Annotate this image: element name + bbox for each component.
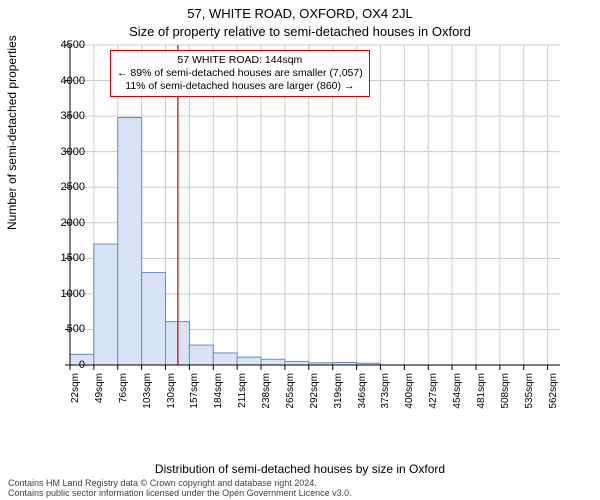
annotation-line2: ← 89% of semi-detached houses are smalle… bbox=[117, 67, 363, 80]
x-tick-label: 103sqm bbox=[142, 373, 153, 413]
x-tick-label: 373sqm bbox=[380, 373, 391, 413]
chart-plot-area bbox=[70, 45, 580, 415]
x-tick-label: 238sqm bbox=[261, 373, 272, 413]
x-tick-label: 211sqm bbox=[237, 373, 248, 413]
footer-line1: Contains HM Land Registry data © Crown c… bbox=[8, 478, 352, 488]
x-tick-label: 400sqm bbox=[404, 373, 415, 413]
footer-attribution: Contains HM Land Registry data © Crown c… bbox=[8, 478, 352, 498]
chart-title-line2: Size of property relative to semi-detach… bbox=[0, 24, 600, 39]
property-annotation-box: 57 WHITE ROAD: 144sqm ← 89% of semi-deta… bbox=[110, 50, 370, 97]
x-tick-label: 265sqm bbox=[285, 373, 296, 413]
x-axis-label: Distribution of semi-detached houses by … bbox=[0, 462, 600, 476]
y-axis-label: Number of semi-detached properties bbox=[5, 35, 19, 230]
x-tick-label: 157sqm bbox=[189, 373, 200, 413]
y-tick-label: 1500 bbox=[40, 252, 85, 264]
x-tick-label: 76sqm bbox=[118, 373, 129, 413]
x-tick-label: 427sqm bbox=[428, 373, 439, 413]
x-tick-label: 22sqm bbox=[70, 373, 81, 413]
annotation-line3: 11% of semi-detached houses are larger (… bbox=[117, 80, 363, 93]
annotation-line1: 57 WHITE ROAD: 144sqm bbox=[117, 54, 363, 67]
y-tick-label: 0 bbox=[40, 359, 85, 371]
x-tick-label: 292sqm bbox=[309, 373, 320, 413]
x-tick-label: 184sqm bbox=[213, 373, 224, 413]
chart-title-line1: 57, WHITE ROAD, OXFORD, OX4 2JL bbox=[0, 6, 600, 21]
x-tick-label: 454sqm bbox=[452, 373, 463, 413]
y-tick-label: 3000 bbox=[40, 146, 85, 158]
y-tick-label: 3500 bbox=[40, 110, 85, 122]
x-tick-label: 508sqm bbox=[500, 373, 511, 413]
histogram-svg bbox=[70, 45, 580, 415]
x-tick-label: 319sqm bbox=[333, 373, 344, 413]
x-tick-label: 346sqm bbox=[357, 373, 368, 413]
y-tick-label: 1000 bbox=[40, 288, 85, 300]
x-tick-label: 481sqm bbox=[476, 373, 487, 413]
y-tick-label: 2500 bbox=[40, 181, 85, 193]
x-tick-label: 535sqm bbox=[524, 373, 535, 413]
y-tick-label: 4500 bbox=[40, 39, 85, 51]
y-tick-label: 500 bbox=[40, 323, 85, 335]
y-tick-label: 2000 bbox=[40, 217, 85, 229]
x-tick-label: 49sqm bbox=[94, 373, 105, 413]
x-tick-label: 562sqm bbox=[548, 373, 559, 413]
x-tick-label: 130sqm bbox=[166, 373, 177, 413]
y-tick-label: 4000 bbox=[40, 75, 85, 87]
footer-line2: Contains public sector information licen… bbox=[8, 488, 352, 498]
